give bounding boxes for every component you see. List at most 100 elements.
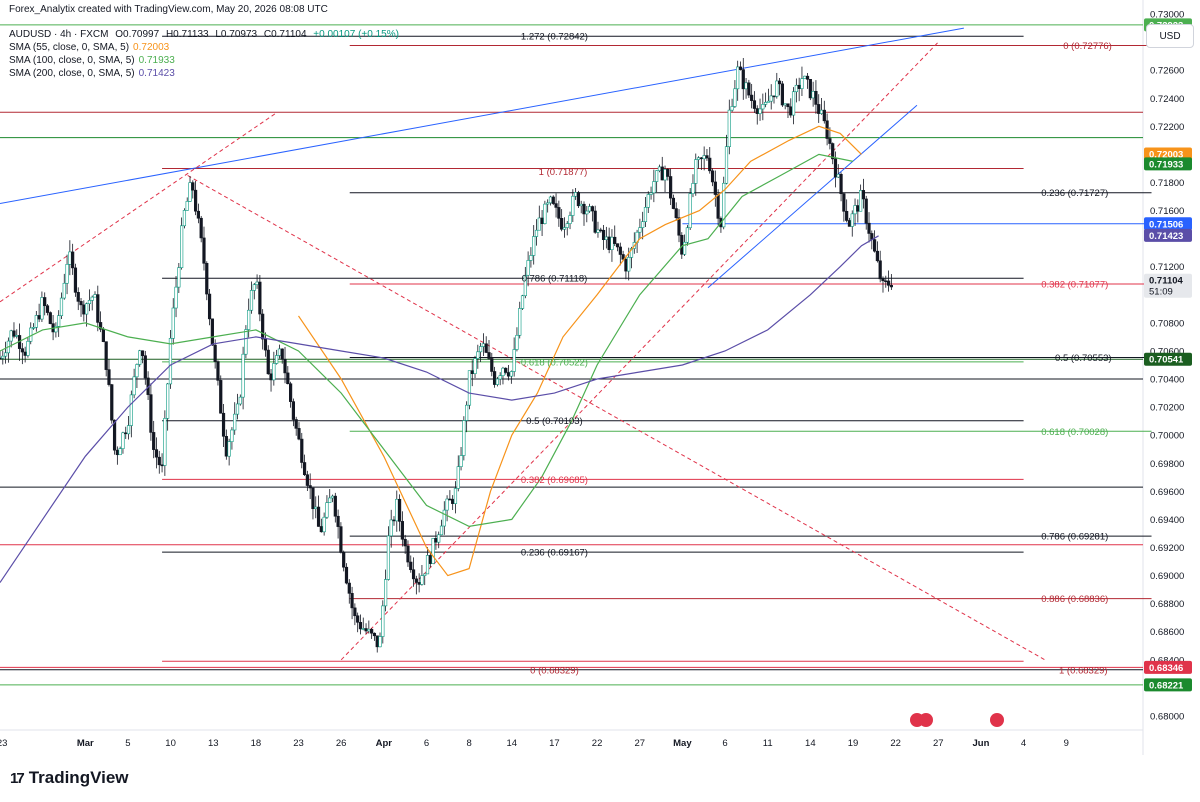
candle-body <box>624 258 628 272</box>
candle-body <box>585 210 589 215</box>
candle-body <box>777 80 782 85</box>
candle-body <box>34 315 38 328</box>
candle-body <box>495 378 499 385</box>
price-label-badge <box>1144 228 1192 242</box>
candle-body <box>428 555 432 564</box>
candle-body <box>568 215 572 224</box>
sma200-legend[interactable]: SMA (200, close, 0, SMA, 5) 0.71423 <box>9 67 179 80</box>
candle-body <box>822 109 826 122</box>
candle-body <box>132 376 136 396</box>
price-label-text: 0.71933 <box>1149 159 1183 170</box>
candle-body <box>724 146 729 184</box>
candle-body <box>613 236 617 244</box>
candle-body <box>747 82 751 96</box>
candle-body <box>76 292 80 302</box>
candle-body <box>657 166 662 172</box>
price-tick-label: 0.71600 <box>1150 206 1184 217</box>
candle-body <box>775 80 779 97</box>
candle-body <box>330 495 335 499</box>
candle-body <box>314 506 318 510</box>
time-tick-label: 22 <box>890 738 901 749</box>
candle-body <box>319 526 323 533</box>
price-label-badge <box>1144 678 1192 692</box>
sma100-legend[interactable]: SMA (100, close, 0, SMA, 5) 0.71933 <box>9 54 179 67</box>
candle-body <box>652 181 656 194</box>
sma55-label: SMA (55, close, 0, SMA, 5) <box>9 42 130 53</box>
candle-body <box>65 264 69 284</box>
candle-body <box>766 100 771 103</box>
candle-body <box>618 246 622 255</box>
candle-body <box>87 300 92 305</box>
candle-body <box>224 436 228 457</box>
candle-body <box>702 155 706 160</box>
candle-body <box>294 419 298 429</box>
candle-body <box>492 371 497 385</box>
candle-body <box>878 260 882 280</box>
sma200-label: SMA (200, close, 0, SMA, 5) <box>9 68 135 79</box>
price-tick-label: 0.70800 <box>1150 318 1184 329</box>
candle-body <box>537 217 541 231</box>
ohlc-close: C0.71104 <box>263 29 307 40</box>
candle-body <box>873 239 877 252</box>
tradingview-logo-icon: 17 <box>10 769 25 787</box>
candle-body <box>484 343 488 353</box>
price-tick-label: 0.70200 <box>1150 403 1184 414</box>
candle-body <box>180 225 184 268</box>
candle-body <box>476 351 480 359</box>
candle-body <box>750 94 754 101</box>
candle-body <box>797 84 801 89</box>
candle-body <box>166 383 170 419</box>
fib-level-label: 0.382 (0.69685) <box>521 475 588 486</box>
candle-body <box>439 525 444 536</box>
candle-body <box>48 312 52 324</box>
candle-body <box>526 260 530 276</box>
candle-body <box>833 158 838 178</box>
candle-body <box>420 575 424 585</box>
candle-body <box>814 90 818 105</box>
candle-body <box>384 579 388 607</box>
candle-body <box>152 432 156 450</box>
candle-body <box>205 262 209 295</box>
candle-body <box>587 206 592 212</box>
sma55-legend[interactable]: SMA (55, close, 0, SMA, 5) 0.72003 <box>9 41 173 54</box>
candle-body <box>221 412 226 437</box>
candle-body <box>708 157 712 172</box>
symbol-label[interactable]: AUDUSD · 4h · FXCM <box>9 29 109 40</box>
candle-body <box>344 566 349 584</box>
candle-body <box>255 281 259 285</box>
price-axis[interactable]: 0.730000.728000.726000.724000.722000.718… <box>1150 10 1184 723</box>
fib-level-label: 0 (0.72776) <box>1063 41 1112 52</box>
candle-body <box>523 274 527 297</box>
candle-body <box>101 328 105 342</box>
candle-body <box>364 628 368 632</box>
sma-line <box>0 153 854 528</box>
candle-body <box>252 284 256 291</box>
candle-body <box>738 66 743 70</box>
candle-body <box>353 607 357 617</box>
economic-events[interactable] <box>910 713 1004 727</box>
us-flag-event-icon[interactable] <box>919 713 933 727</box>
candle-body <box>601 229 606 240</box>
candle-body <box>593 210 597 233</box>
candle-body <box>800 78 804 89</box>
candle-body <box>425 555 430 575</box>
candle-body <box>389 519 393 537</box>
candle-body <box>423 573 427 576</box>
candle-body <box>269 373 273 381</box>
currency-selector[interactable]: USD <box>1146 24 1194 48</box>
candle-body <box>434 538 438 543</box>
candle-body <box>473 358 477 374</box>
candle-body <box>241 353 245 398</box>
candle-body <box>191 182 195 191</box>
candle-body <box>772 95 776 98</box>
candle-body <box>786 103 790 108</box>
time-axis[interactable]: 23 Mar 5 10 13 18 23 26 Apr 6 8 14 17 22 27 May 6 11 14 19 2… <box>0 738 1069 749</box>
candle-body <box>490 358 494 372</box>
candle-body <box>861 190 866 200</box>
candle-body <box>727 109 731 147</box>
us-flag-event-icon[interactable] <box>990 713 1004 727</box>
candle-body <box>115 449 119 456</box>
candle-body <box>107 369 111 385</box>
time-tick-label: 13 <box>208 738 219 749</box>
